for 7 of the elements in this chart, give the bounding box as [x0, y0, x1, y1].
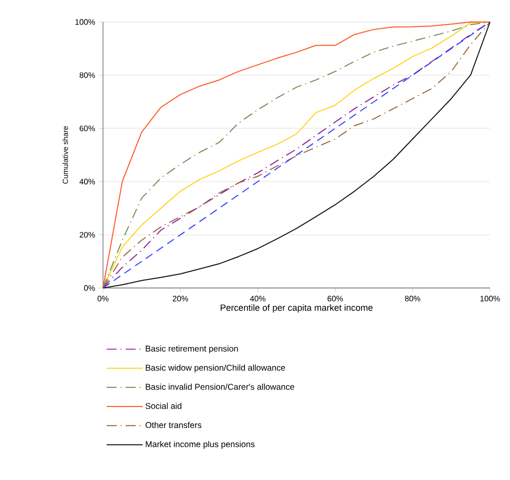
legend-label: Market income plus pensions — [146, 440, 255, 449]
legend-label: Basic invalid Pension/Carer's allowance — [146, 384, 294, 390]
legend-label: Social aid — [146, 402, 182, 409]
legend-label: Basic retirement pension — [146, 345, 238, 354]
legend-label: Other transfers — [146, 422, 202, 428]
x-axis-title: Percentile of per capita market income — [220, 304, 373, 313]
legend-label: Basic widow pension/Child allowance — [146, 364, 286, 372]
